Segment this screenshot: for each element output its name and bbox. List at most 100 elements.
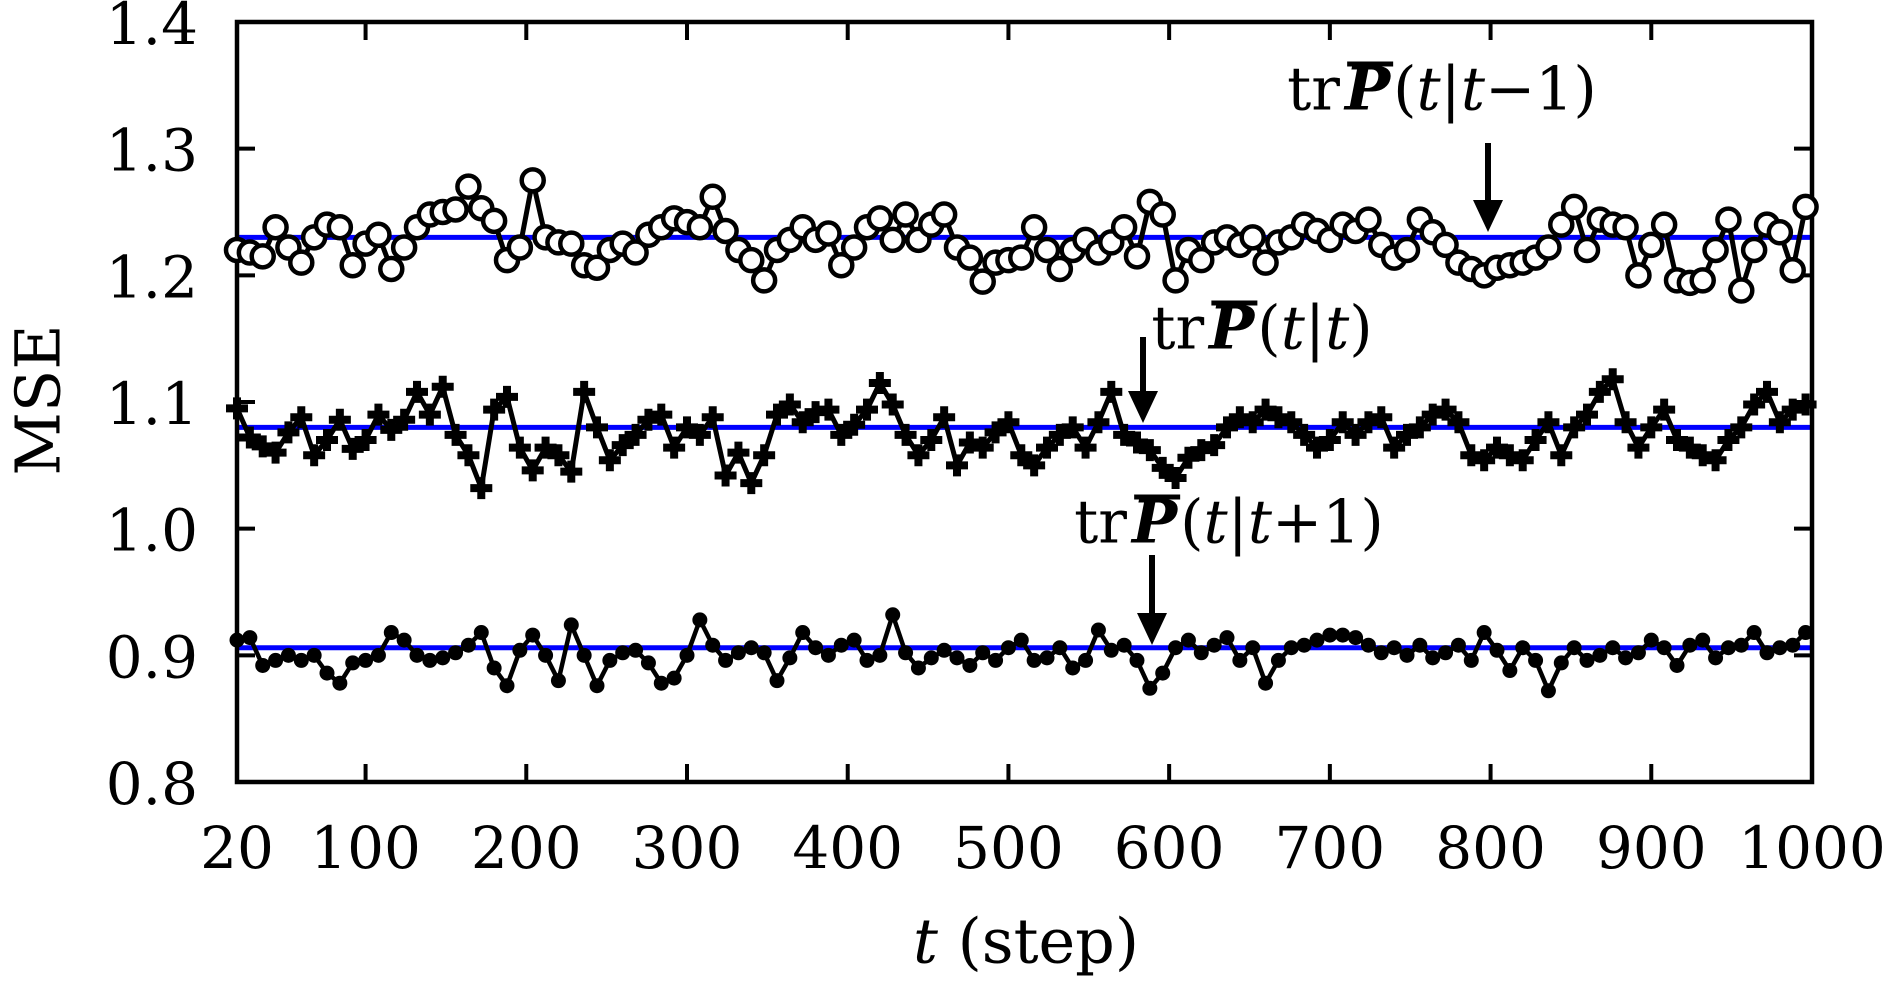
- marker-open-circle: [1149, 201, 1176, 228]
- marker-plus: [958, 431, 981, 454]
- x-tick-label: 800: [1435, 814, 1546, 882]
- marker-plus: [598, 449, 621, 472]
- marker-filled-dot: [1258, 675, 1274, 691]
- marker-plus: [1704, 449, 1727, 472]
- marker-plus: [1498, 444, 1521, 467]
- marker-filled-dot: [255, 657, 271, 673]
- x-tick-label: 100: [310, 814, 421, 882]
- marker-plus: [1190, 439, 1213, 462]
- marker-plus: [1254, 398, 1277, 421]
- marker-open-circle: [622, 239, 649, 266]
- x-axis-label-variable: t: [912, 904, 938, 978]
- marker-open-circle: [1650, 211, 1678, 238]
- marker-open-circle: [326, 213, 354, 241]
- marker-plus: [1653, 398, 1676, 421]
- marker-open-circle: [738, 246, 765, 274]
- marker-plus: [1666, 429, 1688, 451]
- marker-filled-dot: [1245, 640, 1261, 656]
- annotation-arrow-head-smoother-mse: [1137, 613, 1167, 645]
- marker-filled-dot: [705, 637, 721, 653]
- marker-plus: [791, 411, 814, 434]
- marker-filled-dot: [1733, 637, 1749, 653]
- marker-plus: [1678, 436, 1701, 459]
- marker-plus: [341, 437, 364, 460]
- marker-filled-dot: [743, 640, 759, 656]
- marker-plus: [1537, 411, 1560, 434]
- marker-filled-dot: [1309, 632, 1325, 648]
- marker-filled-dot: [268, 652, 284, 668]
- marker-filled-dot: [1283, 640, 1299, 656]
- marker-open-circle: [956, 244, 984, 271]
- marker-plus: [1318, 429, 1341, 451]
- marker-filled-dot: [319, 665, 335, 681]
- marker-filled-dot: [782, 650, 798, 666]
- marker-filled-dot: [1039, 650, 1055, 666]
- marker-filled-dot: [679, 647, 695, 663]
- marker-filled-dot: [1579, 652, 1595, 668]
- marker-plus: [1447, 411, 1470, 434]
- marker-filled-dot: [383, 625, 399, 641]
- x-tick-label: 700: [1274, 814, 1385, 882]
- marker-filled-dot: [640, 655, 656, 671]
- marker-open-circle: [1123, 243, 1151, 270]
- marker-filled-dot: [1065, 660, 1081, 676]
- marker-filled-dot: [653, 675, 669, 691]
- marker-plus: [1344, 423, 1367, 446]
- marker-filled-dot: [280, 647, 296, 663]
- marker-plus: [1756, 380, 1778, 403]
- marker-plus: [290, 406, 313, 429]
- marker-filled-dot: [229, 632, 245, 648]
- annotation-arrow-head-filter-mse: [1128, 391, 1158, 423]
- marker-plus: [920, 429, 943, 451]
- marker-plus: [1563, 416, 1586, 439]
- marker-open-circle: [480, 207, 508, 235]
- marker-open-circle: [1033, 236, 1061, 264]
- y-tick-label: 1.0: [106, 497, 198, 565]
- marker-plus: [521, 459, 544, 482]
- marker-plus: [946, 454, 968, 477]
- marker-plus: [688, 423, 711, 446]
- marker-filled-dot: [1270, 652, 1286, 668]
- marker-filled-dot: [1386, 640, 1402, 656]
- marker-plus: [1640, 416, 1663, 439]
- marker-open-circle: [262, 213, 289, 241]
- marker-plus: [328, 408, 351, 431]
- marker-open-circle: [378, 255, 405, 283]
- marker-open-circle: [583, 254, 611, 281]
- marker-plus: [1588, 380, 1611, 403]
- marker-filled-dot: [1116, 637, 1132, 653]
- marker-open-circle: [969, 268, 996, 295]
- marker-open-circle: [1110, 213, 1138, 241]
- marker-plus: [637, 408, 660, 431]
- marker-filled-dot: [1219, 630, 1235, 646]
- marker-open-circle: [519, 167, 546, 194]
- marker-open-circle: [288, 249, 315, 276]
- marker-plus: [534, 436, 557, 459]
- marker-filled-dot: [795, 625, 811, 641]
- y-tick-label: 1.1: [106, 370, 198, 438]
- marker-open-circle: [930, 201, 958, 228]
- marker-plus: [817, 398, 840, 421]
- marker-filled-dot: [1425, 650, 1441, 666]
- marker-plus: [1743, 393, 1766, 416]
- marker-filled-dot: [1592, 647, 1608, 663]
- marker-filled-dot: [615, 645, 631, 661]
- marker-filled-dot: [1168, 640, 1184, 656]
- marker-plus: [508, 436, 531, 459]
- x-tick-label: 300: [632, 814, 743, 882]
- marker-plus: [1408, 416, 1431, 439]
- marker-plus: [264, 441, 287, 464]
- marker-filled-dot: [1142, 680, 1158, 696]
- marker-filled-dot: [422, 652, 438, 668]
- marker-filled-dot: [872, 647, 888, 663]
- marker-plus: [1293, 423, 1316, 446]
- marker-plus: [1576, 403, 1598, 426]
- marker-plus: [431, 375, 454, 398]
- marker-open-circle: [1393, 236, 1421, 264]
- marker-plus: [933, 406, 956, 429]
- marker-open-circle: [712, 217, 739, 245]
- marker-filled-dot: [1232, 652, 1248, 668]
- marker-filled-dot: [1322, 627, 1338, 643]
